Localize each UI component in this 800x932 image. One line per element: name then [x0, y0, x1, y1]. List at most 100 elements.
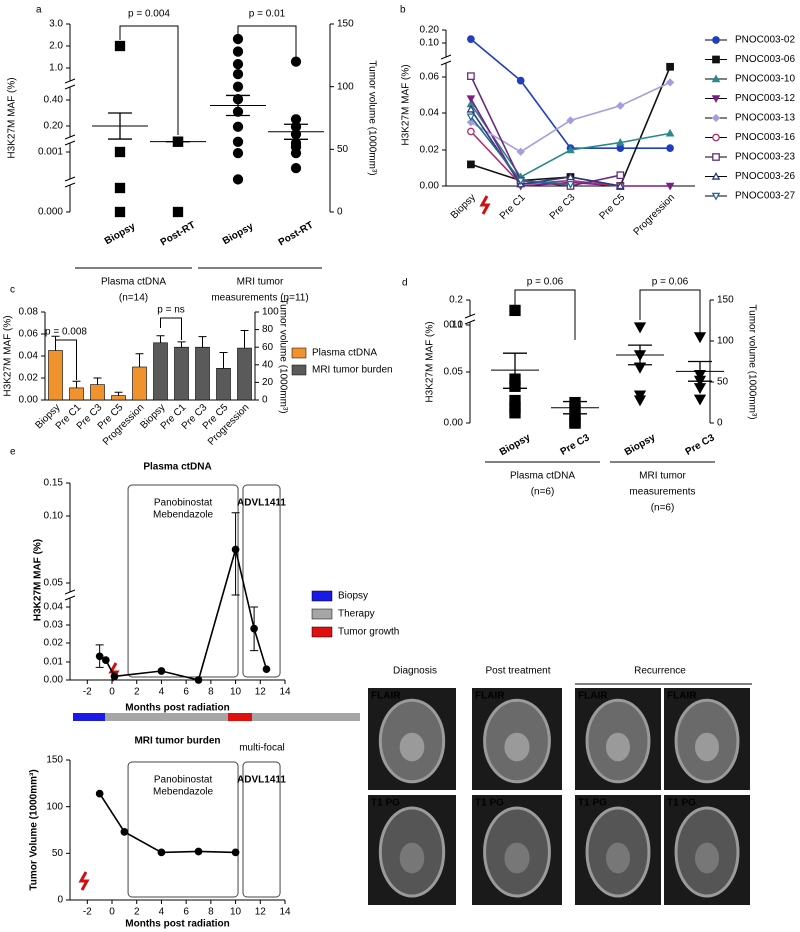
y-tick-label: 0.00	[420, 181, 440, 192]
y-axis-title: H3K27M MAF (%)	[7, 77, 18, 158]
data-point	[516, 147, 525, 156]
bracket	[514, 289, 576, 340]
image-tag: FLAIR	[475, 691, 505, 702]
x-axis-title: Months post radiation	[125, 703, 229, 714]
axis-break	[64, 140, 76, 146]
x-axis-title: Months post radiation	[125, 919, 229, 930]
legend-swatch	[291, 347, 307, 359]
series-line	[470, 130, 621, 187]
x-tick-label: Biopsy	[221, 221, 256, 247]
data-point	[516, 76, 525, 85]
data-point	[467, 127, 475, 136]
y-tick-label: 0.20	[44, 121, 64, 132]
group-label: measurements	[629, 487, 695, 498]
data-point	[95, 652, 104, 661]
data-point	[665, 78, 675, 87]
data-point	[693, 383, 707, 395]
image-tag: FLAIR	[667, 691, 697, 702]
axis-break	[66, 179, 74, 185]
error-bar	[688, 360, 712, 382]
data-point	[262, 665, 271, 674]
y-tick-label: 0.00	[19, 395, 39, 406]
error-bar	[284, 123, 308, 140]
axis-break	[442, 57, 450, 63]
data-point	[101, 656, 110, 664]
data-point	[110, 672, 119, 681]
timeline-segment	[105, 713, 228, 721]
legend-marker	[711, 95, 721, 104]
data-point	[566, 180, 575, 189]
group-label: measurements (n=11)	[211, 293, 308, 304]
x-tick-label: 2	[134, 907, 140, 918]
data-point	[466, 104, 476, 113]
axis-break	[464, 313, 476, 319]
image-tag: T1 PG	[475, 798, 504, 809]
image-tag: T1 PG	[667, 798, 696, 809]
y-tick-label: 0.00	[44, 675, 64, 686]
timeline-segment	[228, 713, 252, 721]
y-tick-label: 0.06	[420, 72, 440, 83]
image-tag: FLAIR	[371, 691, 401, 702]
treatment-label: ADVL1411	[237, 775, 286, 786]
data-point	[615, 181, 625, 190]
panel-label: c	[10, 285, 15, 296]
x-tick-label: Pre C1	[498, 192, 528, 222]
panel-label: b	[400, 5, 406, 16]
y-tick-label: 0.06	[19, 329, 39, 340]
legend-marker	[712, 55, 720, 64]
y-axis-title: Tumor Volume (1000mm³)	[29, 769, 40, 890]
p-value: p = 0.06	[652, 277, 689, 288]
legend-label: Tumor growth	[338, 627, 399, 638]
legend-label: PNOC003-12	[735, 93, 795, 104]
x-tick-label: -2	[83, 687, 92, 698]
error-bar	[231, 512, 240, 596]
x-tick-label: 4	[159, 907, 165, 918]
chart-title: MRI tumor burden	[134, 736, 220, 747]
data-point	[231, 848, 240, 857]
axis-break	[440, 60, 452, 66]
legend-marker	[712, 153, 720, 161]
p-value: p = 0.06	[527, 277, 564, 288]
x-tick-label: 14	[279, 907, 291, 918]
axis-break	[66, 81, 74, 87]
data-point	[114, 146, 126, 158]
y2-axis-title: Tumor volume (1000mm³)	[366, 60, 377, 175]
data-point	[566, 145, 575, 154]
axis-break	[66, 137, 74, 143]
group-label: MRI tumor	[237, 277, 284, 288]
data-point	[172, 206, 184, 218]
y-tick-label: 50	[337, 144, 349, 155]
x-tick-label: Biopsy	[103, 221, 138, 247]
legend-marker	[711, 113, 721, 123]
p-value: p = ns	[157, 305, 185, 316]
error-bar	[108, 112, 132, 140]
group-label: (n=14)	[119, 293, 148, 304]
series-line	[470, 38, 671, 149]
series-line	[99, 546, 268, 681]
x-tick-label: 14	[279, 687, 291, 698]
data-point	[467, 160, 475, 169]
error-bar	[93, 377, 102, 385]
x-tick-label: 12	[255, 687, 267, 698]
series-line	[98, 793, 236, 854]
data-point	[232, 46, 244, 57]
x-tick-label: Pre C3	[559, 432, 592, 458]
axis-break	[64, 78, 76, 84]
data-point	[509, 407, 521, 419]
y-tick-label: 0.01	[44, 657, 64, 668]
error-bar	[240, 329, 249, 349]
panel-label: d	[402, 278, 408, 289]
data-point	[194, 676, 203, 684]
bracket	[639, 289, 701, 338]
p-value: p = 0.01	[249, 9, 286, 20]
y-axis-title: H3K27M MAF (%)	[3, 315, 14, 396]
y-tick-label: 0.15	[44, 478, 64, 489]
error-bar	[156, 335, 165, 343]
legend-label: PNOC003-06	[735, 54, 795, 65]
x-tick-label: Pre C3	[684, 432, 717, 458]
legend-label: PNOC003-13	[735, 113, 795, 124]
data-point	[693, 394, 707, 406]
group-label: (n=6)	[531, 487, 555, 498]
bracket	[237, 25, 297, 62]
